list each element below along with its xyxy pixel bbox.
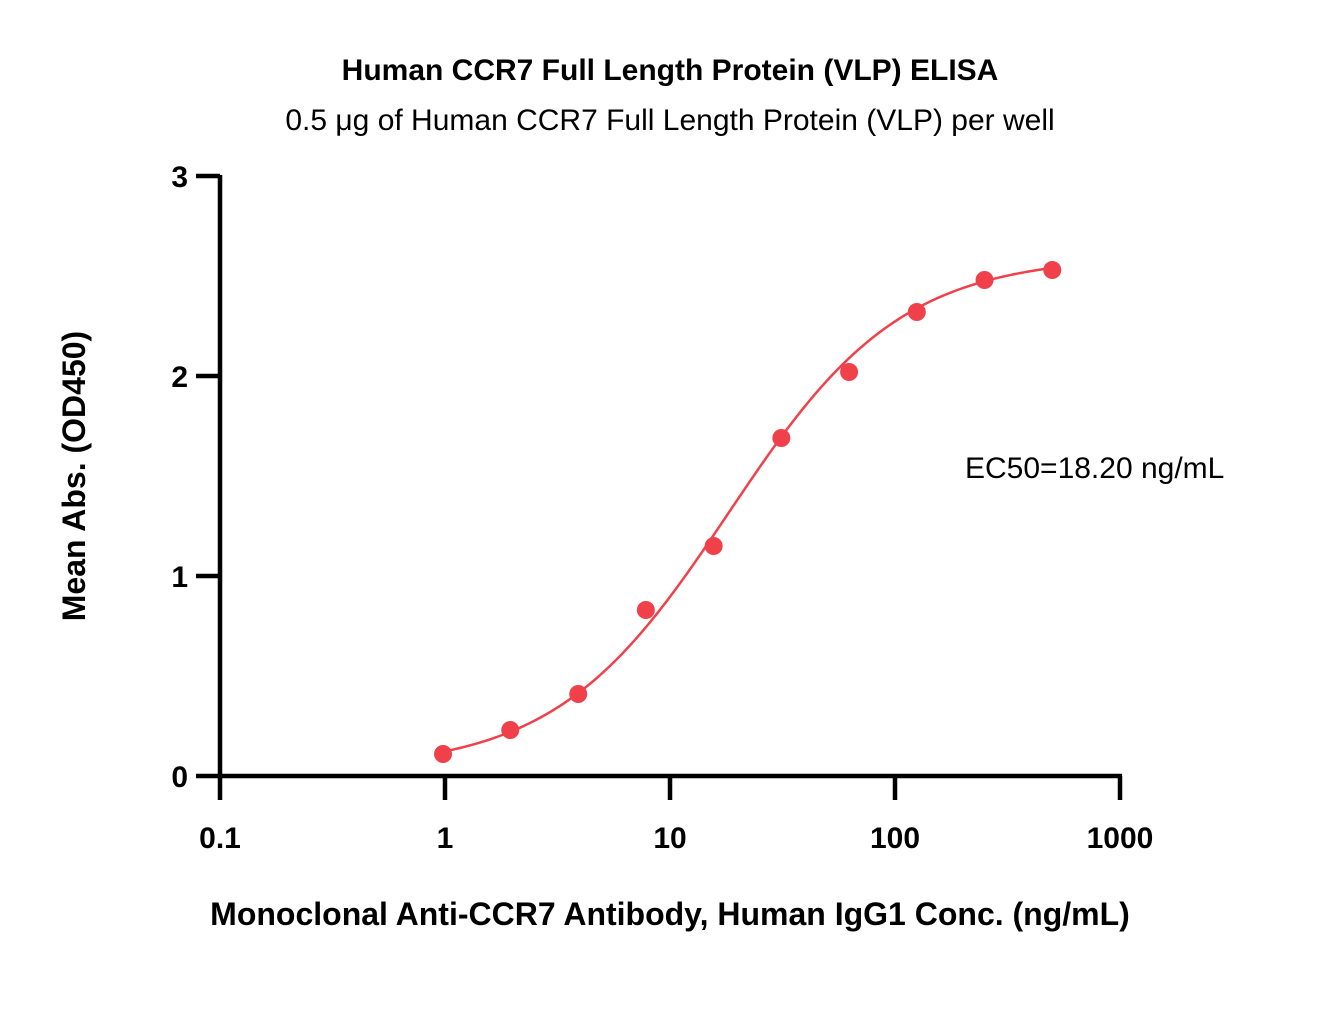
x-axis-label: Monoclonal Anti-CCR7 Antibody, Human IgG… <box>210 896 1130 932</box>
plot-area: 0 1 2 3 0.1 1 10 100 1000 <box>171 161 1153 855</box>
data-point <box>840 363 859 381</box>
data-point <box>772 429 791 447</box>
y-tick-label: 0 <box>171 761 188 794</box>
data-point <box>1043 261 1062 279</box>
x-ticks: 0.1 1 10 100 1000 <box>199 776 1153 855</box>
data-point <box>569 685 588 703</box>
data-point <box>434 745 453 763</box>
x-tick-label: 100 <box>870 822 920 855</box>
y-tick-label: 3 <box>171 161 188 194</box>
y-ticks: 0 1 2 3 <box>171 161 220 794</box>
y-axis-label: Mean Abs. (OD450) <box>56 331 92 621</box>
chart-title: Human CCR7 Full Length Protein (VLP) ELI… <box>342 54 999 87</box>
x-tick-label: 1000 <box>1087 822 1154 855</box>
data-point <box>907 303 926 321</box>
data-points <box>434 261 1062 763</box>
data-point <box>501 721 520 739</box>
x-tick-label: 0.1 <box>199 822 241 855</box>
ec50-annotation: EC50=18.20 ng/mL <box>965 452 1224 485</box>
fit-curve <box>442 266 1053 753</box>
data-point <box>704 537 723 555</box>
y-tick-label: 2 <box>171 361 188 394</box>
chart-subtitle: 0.5 μg of Human CCR7 Full Length Protein… <box>285 104 1054 137</box>
x-tick-label: 10 <box>653 822 686 855</box>
data-point <box>975 271 994 289</box>
x-tick-label: 1 <box>437 822 454 855</box>
y-tick-label: 1 <box>171 561 188 594</box>
data-point <box>636 601 655 619</box>
